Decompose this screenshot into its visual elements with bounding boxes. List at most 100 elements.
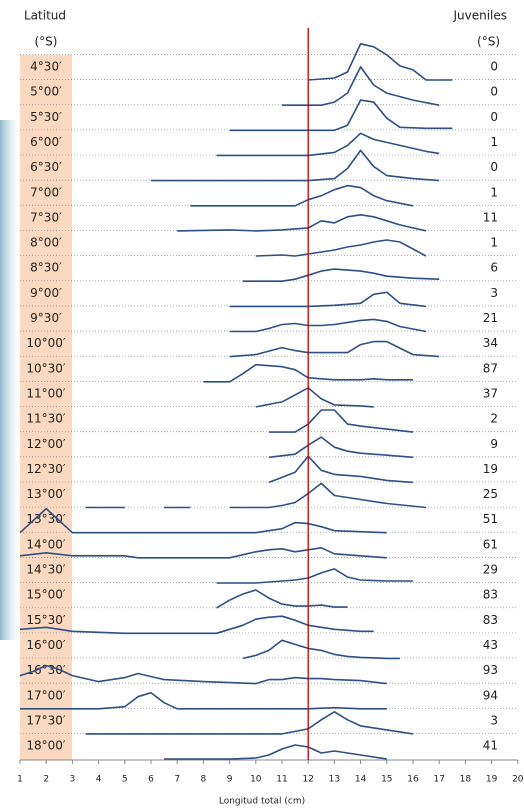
juveniles-value: 19 xyxy=(483,462,498,476)
ridge-line xyxy=(229,340,440,358)
ridge-line xyxy=(20,691,387,710)
background-decoration xyxy=(0,120,22,640)
juveniles-value: 61 xyxy=(483,537,498,551)
juveniles-value: 1 xyxy=(490,135,498,149)
juveniles-value: 0 xyxy=(490,160,498,174)
latitude-label: 16°30′ xyxy=(26,663,66,677)
x-tick-label: 20 xyxy=(512,775,524,785)
juveniles-value: 83 xyxy=(483,613,498,627)
juveniles-value: 41 xyxy=(483,739,498,753)
x-tick-label: 4 xyxy=(96,775,102,785)
latitude-label: 9°00′ xyxy=(30,286,62,300)
header-right: Juveniles xyxy=(452,9,507,23)
ridge-line xyxy=(268,409,414,433)
juveniles-value: 6 xyxy=(490,261,498,275)
latitude-label: 14°00′ xyxy=(26,537,66,551)
ridge-line xyxy=(268,436,414,459)
latitude-label: 15°00′ xyxy=(26,588,66,602)
juveniles-value: 37 xyxy=(483,386,498,400)
juveniles-value: 83 xyxy=(483,588,498,602)
juveniles-value: 0 xyxy=(490,60,498,74)
ridge-line xyxy=(19,547,387,559)
latitude-label: 10°00′ xyxy=(26,336,66,350)
latitude-label: 5°30′ xyxy=(30,110,62,124)
latitude-label: 4°30′ xyxy=(30,60,62,74)
latitude-label: 8°30′ xyxy=(30,261,62,275)
ridge-line xyxy=(255,239,427,257)
latitude-label: 11°30′ xyxy=(26,412,66,426)
x-tick-label: 12 xyxy=(302,775,313,785)
latitude-label: 13°30′ xyxy=(26,512,66,526)
ridge-line xyxy=(216,132,440,157)
juveniles-value: 0 xyxy=(490,110,498,124)
latitude-label: 11°00′ xyxy=(26,386,66,400)
juveniles-value: 0 xyxy=(490,85,498,99)
x-tick-label: 18 xyxy=(460,775,472,785)
juveniles-value: 87 xyxy=(483,361,498,375)
x-tick-label: 17 xyxy=(433,775,444,785)
ridge-line xyxy=(151,149,440,182)
ridge-line xyxy=(19,507,387,534)
ridge-line xyxy=(242,268,440,282)
x-tick-label: 16 xyxy=(407,775,419,785)
latitude-label: 16°00′ xyxy=(26,638,66,652)
latitude-label: 17°00′ xyxy=(26,688,66,702)
label-band xyxy=(20,55,72,760)
juveniles-value: 25 xyxy=(483,487,498,501)
latitude-label: 18°00′ xyxy=(26,739,66,753)
x-axis-title: Longitud total (cm) xyxy=(219,797,305,807)
latitude-label: 10°30′ xyxy=(26,361,66,375)
x-tick-label: 8 xyxy=(201,775,207,785)
juveniles-value: 1 xyxy=(490,236,498,250)
ridge-line xyxy=(85,482,427,509)
latitude-label: 13°00′ xyxy=(26,487,66,501)
juveniles-value: 51 xyxy=(483,512,498,526)
ridge-line xyxy=(216,568,413,584)
x-tick-label: 19 xyxy=(486,775,498,785)
juveniles-value: 21 xyxy=(483,311,498,325)
left-unit: (°S) xyxy=(35,35,58,49)
latitude-label: 7°00′ xyxy=(30,185,62,199)
ridge-line xyxy=(282,66,440,106)
juveniles-value: 11 xyxy=(483,210,498,224)
ridge-line xyxy=(229,99,453,132)
right-unit: (°S) xyxy=(477,35,500,49)
latitude-label: 14°30′ xyxy=(26,563,66,577)
latitude-label: 5°00′ xyxy=(30,85,62,99)
x-tick-label: 3 xyxy=(70,775,76,785)
ridge-line xyxy=(19,664,387,685)
x-tick-label: 1 xyxy=(17,775,23,785)
latitude-label: 12°00′ xyxy=(26,437,66,451)
juveniles-value: 3 xyxy=(490,713,498,727)
juveniles-value: 34 xyxy=(483,336,498,350)
x-tick-label: 13 xyxy=(329,775,340,785)
latitude-label: 6°30′ xyxy=(30,160,62,174)
x-tick-label: 5 xyxy=(122,775,128,785)
juveniles-value: 3 xyxy=(490,286,498,300)
ridge-line xyxy=(308,43,453,81)
latitude-label: 6°00′ xyxy=(30,135,62,149)
x-tick-label: 6 xyxy=(148,775,154,785)
ridge-line xyxy=(242,639,400,660)
juveniles-value: 94 xyxy=(483,688,498,702)
juveniles-value: 2 xyxy=(490,412,498,426)
latitude-label: 9°30′ xyxy=(30,311,62,325)
ridge-line xyxy=(203,363,413,383)
x-tick-label: 7 xyxy=(174,775,180,785)
ridge-line xyxy=(164,744,387,760)
juveniles-value: 93 xyxy=(483,663,498,677)
x-tick-label: 15 xyxy=(381,775,392,785)
latitude-label: 15°30′ xyxy=(26,613,66,627)
ridge-line xyxy=(85,711,414,735)
x-tick-label: 14 xyxy=(355,775,367,785)
ridge-line xyxy=(177,214,427,232)
latitude-label: 7°30′ xyxy=(30,210,62,224)
juveniles-value: 9 xyxy=(490,437,498,451)
ridge-line xyxy=(268,455,414,484)
x-tick-label: 11 xyxy=(276,775,287,785)
juveniles-value: 1 xyxy=(490,185,498,199)
latitude-label: 17°30′ xyxy=(26,713,66,727)
juveniles-value: 43 xyxy=(483,638,498,652)
x-tick-label: 2 xyxy=(43,775,49,785)
